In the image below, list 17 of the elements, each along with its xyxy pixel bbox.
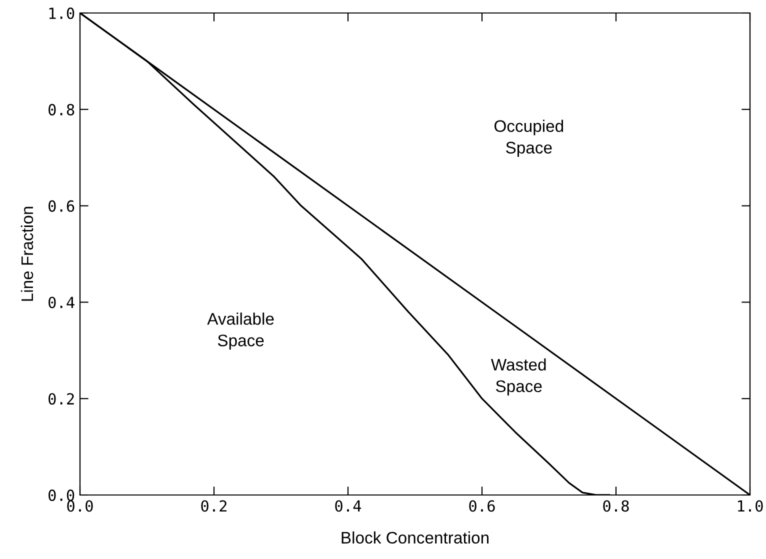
- y-tick-label: 0.6: [48, 200, 74, 212]
- annotation: Occupied Space: [494, 120, 564, 157]
- x-tick-label: 1.0: [738, 500, 763, 512]
- x-tick-label: 0.6: [469, 500, 495, 512]
- y-tick-label: 0.4: [48, 296, 74, 308]
- y-tick-label: 0.8: [48, 104, 74, 116]
- y-tick-label: 0.0: [48, 490, 74, 502]
- y-axis-title: Line Fraction: [20, 206, 34, 301]
- x-tick-label: 0.0: [67, 500, 93, 512]
- x-axis-title: Block Concentration: [342, 531, 488, 544]
- x-tick-label: 0.4: [335, 500, 362, 512]
- y-tick-label: 1.0: [49, 8, 74, 20]
- y-tick-label: 0.2: [48, 393, 74, 405]
- annotation: Wasted Space: [490, 358, 546, 396]
- x-tick-label: 0.8: [603, 500, 629, 512]
- x-tick-label: 0.2: [201, 500, 226, 512]
- annotation: Available Space: [207, 312, 274, 350]
